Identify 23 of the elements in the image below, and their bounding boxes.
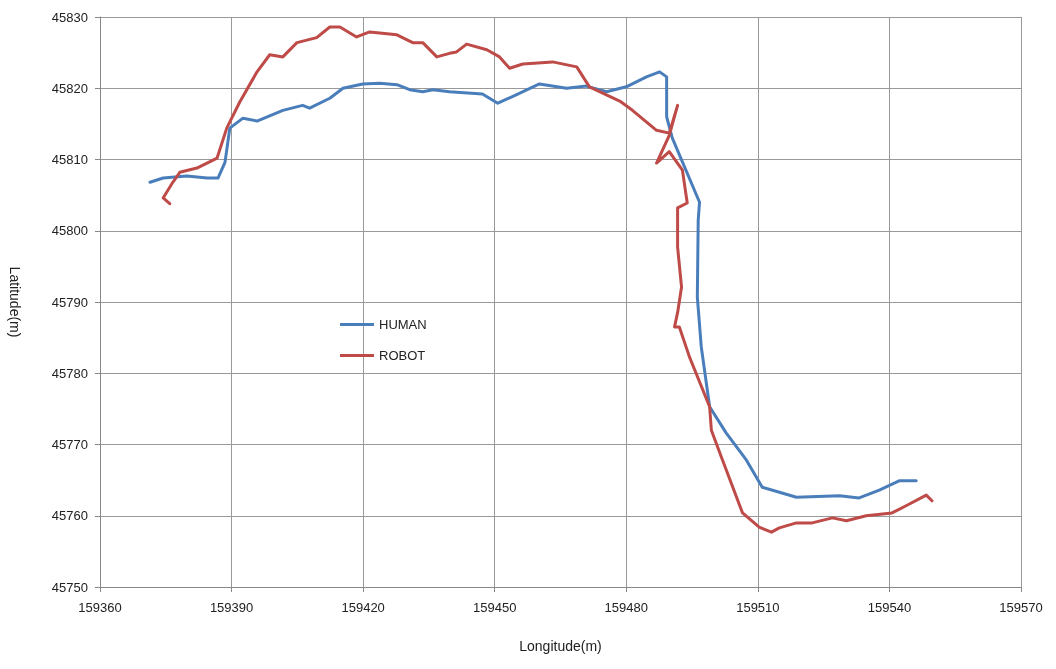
y-tick-label: 45790 — [51, 294, 88, 310]
x-tick-label: 159480 — [604, 600, 648, 615]
y-tick-label: 45770 — [51, 437, 88, 452]
line-series — [148, 70, 918, 500]
y-axis-title: Latitude(m) — [7, 266, 23, 338]
line-series — [161, 25, 934, 534]
x-tick-label: 159360 — [78, 600, 122, 615]
x-tick-label: 159570 — [999, 600, 1043, 615]
x-tick-label: 159540 — [867, 600, 912, 615]
x-tick-label: 159390 — [209, 600, 254, 615]
y-tick-label: 45760 — [51, 508, 88, 524]
y-tick-label: 45780 — [51, 365, 88, 381]
y-tick-label: 45820 — [51, 80, 88, 96]
x-tick-label: 159510 — [736, 600, 780, 615]
x-tick-label: 159420 — [341, 600, 385, 615]
y-tick-label: 45810 — [51, 152, 88, 167]
legend-label: HUMAN — [379, 317, 427, 332]
x-tick-label: 159450 — [473, 600, 517, 615]
y-tick-label: 45750 — [51, 579, 88, 595]
y-tick-label: 45800 — [51, 223, 88, 239]
legend-label: ROBOT — [379, 348, 426, 363]
y-tick-label: 45830 — [51, 9, 88, 25]
x-axis-title: Longitude(m) — [519, 638, 602, 654]
